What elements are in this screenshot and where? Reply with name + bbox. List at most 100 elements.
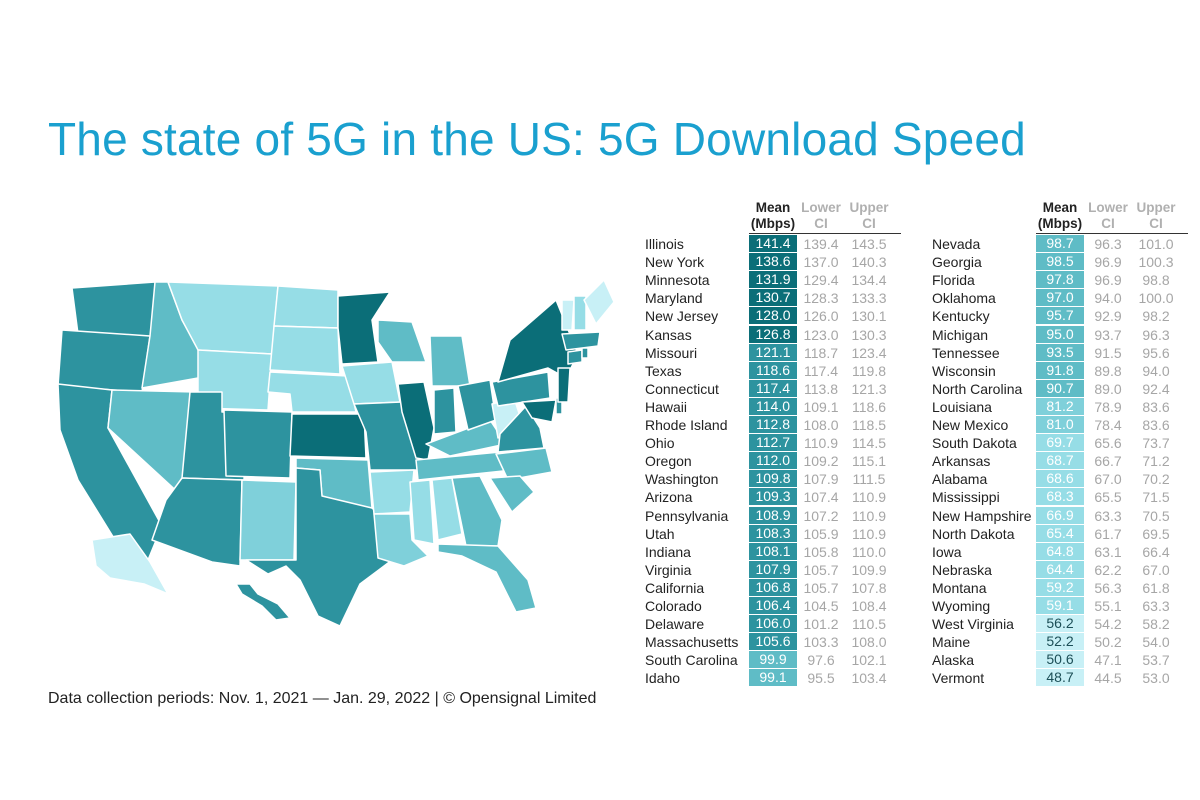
state-name: Utah [645,525,675,542]
mean-value: 97.8 [1036,271,1084,289]
table-row: Alabama 68.6 67.0 70.2 [932,470,1180,488]
upper-ci-header: Upper CI [849,200,889,231]
mean-value: 141.4 [749,235,797,252]
state-name: Rhode Island [645,417,728,433]
table-row: Nebraska 64.4 62.2 67.0 [932,560,1180,579]
lower-ci-value: 123.0 [803,326,839,343]
lower-ci-value: 55.1 [1094,598,1122,614]
lower-ci-value: 96.9 [1094,254,1122,271]
state-ohio [457,379,497,431]
state-name: New York [645,254,705,271]
state-name: Arizona [645,489,693,506]
table-row: New Hampshire 66.9 63.3 70.5 [932,506,1180,525]
lower-ci-value: 139.4 [803,236,839,252]
state-name: North Carolina [932,380,1023,397]
state-name: Massachusetts [645,634,739,651]
state-wisconsin [377,319,427,363]
state-name: Hawaii [645,398,688,415]
table-row: Illinois 141.4 139.4 143.5 [645,235,893,253]
upper-ci-value: 53.7 [1142,652,1170,669]
state-name: Idaho [645,670,681,687]
state-name: Mississippi [932,489,1000,506]
lower-ci-value: 109.2 [803,453,839,470]
lower-ci-value: 97.6 [807,652,835,669]
page-title: The state of 5G in the US: 5G Download S… [48,113,1026,165]
state-name: Iowa [932,543,962,560]
table-row: Maryland 130.7 128.3 133.3 [645,289,893,307]
mean-value: 108.9 [749,506,797,524]
upper-ci-value: 53.0 [1142,670,1170,687]
upper-ci-value: 143.5 [851,236,887,252]
state-name: Michigan [932,326,989,343]
lower-ci-value: 50.2 [1094,634,1122,651]
table-row: Hawaii 114.0 109.1 118.6 [645,397,893,416]
upper-ci-value: 101.0 [1138,236,1174,252]
table-row: Wisconsin 91.8 89.8 94.0 [932,361,1180,380]
table-row: Utah 108.3 105.9 110.9 [645,524,893,543]
upper-ci-value: 83.6 [1142,417,1170,433]
state-arizona [151,477,243,567]
table-row: Nevada 98.7 96.3 101.0 [932,235,1180,253]
mean-value: 90.7 [1036,379,1084,397]
table-row: Idaho 99.1 95.5 103.4 [645,669,893,687]
table-row: Tennessee 93.5 91.5 95.6 [932,343,1180,362]
upper-ci-value: 111.5 [852,471,886,488]
state-name: Alaska [932,652,975,669]
mean-value: 59.2 [1036,578,1084,596]
upper-ci-value: 110.5 [852,616,886,633]
state-name: Virginia [645,561,692,578]
upper-ci-value: 121.3 [851,380,887,397]
upper-ci-value: 61.8 [1142,579,1170,596]
lower-ci-value: 137.0 [803,254,839,271]
mean-value: 128.0 [749,307,797,325]
lower-ci-value: 78.4 [1094,417,1122,433]
upper-ci-value: 118.5 [852,417,886,433]
mean-value: 107.9 [749,560,797,578]
state-new-mexico [239,479,297,561]
table-row: South Dakota 69.7 65.6 73.7 [932,434,1180,452]
lower-ci-value: 104.5 [803,598,839,614]
upper-ci-value: 130.1 [851,308,887,325]
state-name: Louisiana [932,398,992,415]
lower-ci-value: 96.9 [1094,272,1122,289]
state-name: New Mexico [932,417,1009,433]
state-washington [71,281,161,339]
state-north-dakota [273,285,339,329]
header-rule [1036,233,1188,234]
lower-ci-value: 47.1 [1094,652,1122,669]
mean-value: 126.8 [749,325,797,343]
lower-ci-value: 92.9 [1094,308,1122,325]
upper-ci-value: 94.0 [1142,362,1170,379]
state-michigan [429,335,471,387]
state-name: Pennsylvania [645,507,729,524]
upper-ci-value: 110.0 [852,543,886,560]
state-name: Maine [932,634,971,651]
state-indiana [433,387,457,435]
mean-value: 68.7 [1036,452,1084,470]
lower-ci-value: 110.9 [804,435,838,452]
upper-ci-value: 102.1 [851,652,887,669]
upper-ci-value: 115.1 [852,453,886,470]
mean-header: Mean (Mbps) [1037,200,1083,231]
state-name: West Virginia [932,616,1014,633]
lower-ci-value: 91.5 [1094,344,1122,361]
state-name: Florida [932,272,975,289]
lower-ci-value: 56.3 [1094,579,1122,596]
table-row: North Dakota 65.4 61.7 69.5 [932,524,1180,543]
upper-ci-value: 58.2 [1142,616,1170,633]
state-name: New Hampshire [932,507,1032,524]
table-row: Massachusetts 105.6 103.3 108.0 [645,633,893,651]
upper-ci-value: 110.9 [852,489,886,506]
mean-value: 106.0 [749,615,797,633]
mean-value: 52.2 [1036,633,1084,651]
upper-ci-value: 109.9 [851,561,887,578]
mean-header: Mean (Mbps) [750,200,796,231]
lower-ci-value: 89.0 [1094,380,1122,397]
state-name: Nevada [932,236,981,252]
lower-ci-value: 103.3 [803,634,839,651]
lower-ci-value: 105.7 [803,561,839,578]
state-alaska [91,533,169,595]
table-row: Minnesota 131.9 129.4 134.4 [645,271,893,289]
upper-ci-value: 66.4 [1142,543,1170,560]
upper-ci-header: Upper CI [1136,200,1176,231]
